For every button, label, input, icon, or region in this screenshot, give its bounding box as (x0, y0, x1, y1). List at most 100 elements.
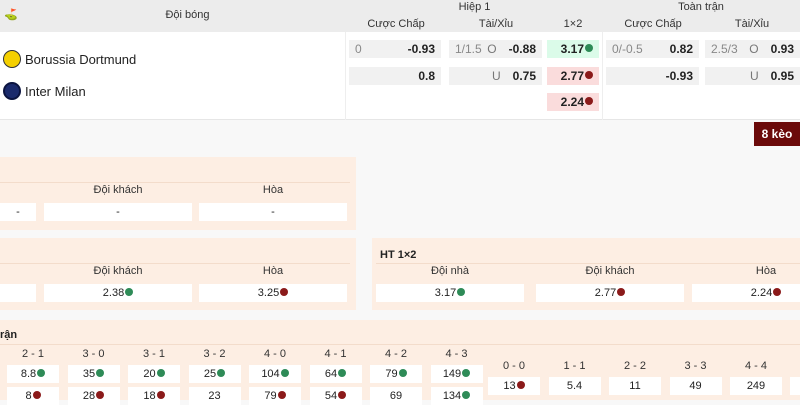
score-odds-cell[interactable]: 5.4 (548, 377, 601, 395)
arrow-up-icon (37, 369, 46, 378)
arrow-up-icon (156, 369, 165, 378)
score-odds-cell[interactable]: 8 (7, 387, 59, 405)
more-odds-button[interactable]: 8 kèo (754, 122, 800, 146)
panel-a: Đội khách Hòa - - - (0, 157, 356, 230)
label: Đội khách (93, 184, 143, 196)
h1-handicap-header: Cược Chấp (367, 18, 425, 30)
odds-cell[interactable]: 2.24 (692, 284, 800, 302)
full-header: Toàn trận (678, 1, 724, 13)
inter-logo-icon (3, 82, 21, 100)
value: 149 (442, 368, 462, 380)
odds-cell[interactable]: 2.24 (547, 93, 599, 111)
value: 79 (264, 390, 277, 402)
team-home[interactable]: Borussia Dortmund (3, 50, 136, 68)
odds-cell[interactable]: 2.77 (547, 67, 599, 85)
value: 0.95 (770, 69, 794, 83)
score-odds-cell[interactable]: 20 (128, 365, 180, 383)
arrow-up-icon (217, 369, 226, 378)
score-odds-cell[interactable] (790, 377, 800, 395)
score-odds-cell[interactable]: 79 (249, 387, 301, 405)
panel-title: HT 1×2 (380, 249, 417, 261)
score-odds-cell[interactable]: 134 (430, 387, 483, 405)
odds-cell[interactable]: 2.77 (536, 284, 684, 302)
odds-cell[interactable]: - (199, 203, 347, 221)
odds-cell[interactable]: 0/-0.5 0.82 (606, 40, 699, 58)
score-label: 3 - 2 (203, 348, 226, 360)
value: 35 (82, 368, 96, 380)
score-odds-cell[interactable]: 23 (188, 387, 241, 405)
odds-cell[interactable]: 1/1.5 O -0.88 (449, 40, 542, 58)
label: Hòa (262, 265, 284, 277)
score-odds-cell[interactable]: 54 (309, 387, 362, 405)
arrow-up-icon (125, 288, 134, 297)
score-odds-cell[interactable]: 64 (309, 365, 362, 383)
score-odds-cell[interactable]: 49 (669, 377, 722, 395)
arrow-up-icon (280, 369, 289, 378)
value: 2.24 (560, 95, 584, 109)
value: 13 (503, 380, 516, 392)
sport-icon: ⛳ (4, 9, 18, 21)
score-odds-cell[interactable]: 249 (730, 377, 782, 395)
value: 0.8 (418, 69, 435, 83)
half-header: Hiệp 1 (458, 1, 491, 13)
odds-cell[interactable]: 2.38 (44, 284, 192, 302)
value: 5.4 (566, 380, 583, 392)
line: 0 (355, 42, 362, 56)
odds-cell[interactable]: 0 -0.93 (349, 40, 441, 58)
dortmund-logo-icon (3, 50, 21, 68)
odds-cell[interactable]: 3.25 (199, 284, 347, 302)
score-odds-cell[interactable]: 69 (370, 387, 422, 405)
team-away[interactable]: Inter Milan (3, 82, 86, 100)
odds-cell[interactable]: 3.17 (376, 284, 524, 302)
score-label: 3 - 0 (82, 348, 105, 360)
odds-cell[interactable]: U 0.95 (705, 67, 800, 85)
odds-cell[interactable]: - (44, 203, 192, 221)
odds-cell[interactable]: - (0, 203, 36, 221)
value: 3.17 (434, 287, 457, 299)
team-column-header: Đội bóng (165, 9, 210, 21)
score-odds-cell[interactable]: 11 (609, 377, 661, 395)
odds-cell[interactable]: 0.8 (349, 67, 441, 85)
score-odds-cell[interactable]: 104 (249, 365, 301, 383)
score-label: 1 - 1 (563, 360, 586, 372)
score-odds-cell[interactable]: 25 (188, 365, 241, 383)
value: -0.93 (407, 42, 435, 56)
score-odds-cell[interactable]: 13 (488, 377, 540, 395)
team-name: Borussia Dortmund (25, 51, 137, 67)
arrow-down-icon (773, 288, 782, 297)
value: 2.77 (594, 287, 617, 299)
ft-handicap-header: Cược Chấp (624, 18, 682, 30)
value: 11 (629, 380, 641, 392)
odds-cell[interactable]: -0.93 (606, 67, 699, 85)
value: 23 (208, 390, 221, 402)
score-label: 4 - 3 (445, 348, 468, 360)
score-odds-cell[interactable]: 8.8 (7, 365, 59, 383)
panel-b: Đội khách Hòa 2.38 3.25 (0, 238, 356, 310)
correct-score-panel: rận 2 - 1 8.8 8 3 - 0 35 28 3 - 1 20 18 3 - 2 25 23… (0, 320, 800, 405)
score-odds-cell[interactable]: 149 (430, 365, 483, 383)
score-odds-cell[interactable]: 28 (67, 387, 120, 405)
value: 79 (385, 368, 398, 380)
score-odds-cell[interactable]: 79 (370, 365, 422, 383)
odds-cell[interactable]: U 0.75 (449, 67, 542, 85)
score-label: 2 - 2 (623, 360, 646, 372)
label: Đội khách (585, 265, 635, 277)
odds-cell[interactable] (0, 284, 36, 302)
ft-ou-header: Tài/Xỉu (734, 18, 770, 30)
score-odds-cell[interactable]: 18 (128, 387, 180, 405)
score-label: 4 - 2 (384, 348, 407, 360)
value: 28 (82, 390, 96, 402)
arrow-up-icon (585, 44, 593, 52)
value: 20 (143, 368, 156, 380)
value: 18 (143, 390, 156, 402)
odds-cell[interactable]: 2.5/3 O 0.93 (705, 40, 800, 58)
arrow-down-icon (156, 391, 165, 400)
arrow-down-icon (277, 391, 286, 400)
value: 2.38 (102, 287, 125, 299)
arrow-down-icon (516, 381, 525, 390)
value: 2.24 (750, 287, 773, 299)
team-name: Inter Milan (25, 83, 86, 99)
odds-cell[interactable]: 3.17 (547, 40, 599, 58)
score-label: 4 - 1 (324, 348, 347, 360)
score-odds-cell[interactable]: 35 (67, 365, 120, 383)
